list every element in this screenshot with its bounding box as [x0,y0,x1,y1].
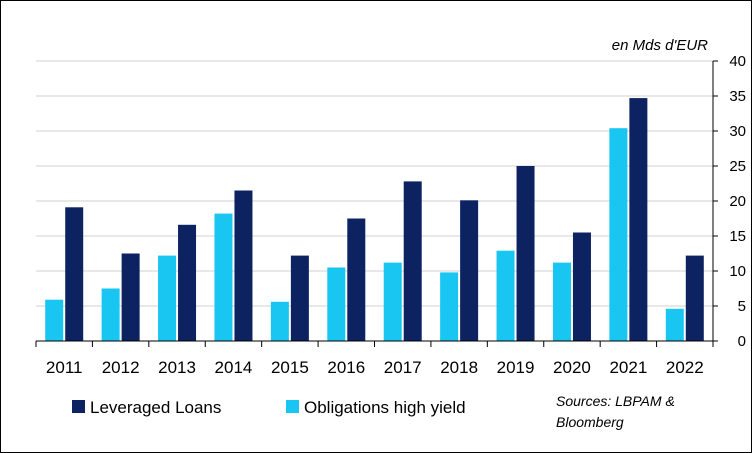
bar-high-yield [158,255,177,341]
x-tick-label: 2015 [271,358,309,377]
bar-high-yield [327,267,346,341]
y-tick-label: 35 [729,88,746,105]
y-tick-label: 10 [729,263,746,280]
bar-high-yield [609,128,628,341]
x-tick-label: 2016 [327,358,365,377]
x-tick-label: 2022 [666,358,704,377]
bar-high-yield [101,288,120,341]
source-note: Sources: LBPAM & Bloomberg [556,393,675,430]
legend-swatch-leveraged-loans [72,400,85,413]
source-line-2: Bloomberg [556,414,624,430]
x-tick-label: 2013 [158,358,196,377]
bar-leveraged-loans [347,218,366,341]
x-tick-label: 2011 [46,358,83,377]
bar-leveraged-loans [460,200,479,341]
y-tick-label: 30 [729,123,746,140]
legend: Leveraged Loans Obligations high yield [72,398,466,417]
gridlines [36,60,713,307]
bar-high-yield [665,308,684,341]
x-tick-label: 2012 [102,358,140,377]
y-tick-label: 0 [738,333,746,350]
bar-leveraged-loans [178,224,197,341]
unit-label: en Mds d'EUR [612,37,708,54]
x-tick-label: 2014 [215,358,253,377]
bar-high-yield [552,262,571,341]
bar-leveraged-loans [234,190,253,341]
y-tick-label: 15 [729,228,746,245]
y-tick-label: 20 [729,193,746,210]
bar-leveraged-loans [290,255,309,341]
bar-leveraged-loans [685,255,704,341]
bar-leveraged-loans [121,253,140,341]
bar-leveraged-loans [516,166,535,341]
bar-leveraged-loans [629,98,648,341]
y-tick-label: 25 [729,158,746,175]
bar-high-yield [214,213,233,341]
legend-label-leveraged-loans: Leveraged Loans [90,398,221,417]
legend-label-high-yield: Obligations high yield [304,398,466,417]
bars [45,98,704,341]
y-tick-label: 40 [729,53,746,70]
bar-high-yield [270,301,289,341]
x-tick-label: 2017 [384,358,422,377]
source-line-1: Sources: LBPAM & [556,393,675,409]
bar-leveraged-loans [572,232,591,341]
x-tick-label: 2020 [553,358,591,377]
x-tick-label: 2018 [440,358,478,377]
bar-high-yield [440,272,459,341]
x-tick-label: 2021 [609,358,647,377]
bar-high-yield [496,250,515,341]
bar-leveraged-loans [403,181,422,341]
x-tick-label: 2019 [497,358,535,377]
bar-leveraged-loans [65,207,84,341]
bar-high-yield [383,262,402,341]
y-tick-label: 5 [738,298,746,315]
axes: 0 5 10 15 20 25 30 35 40 2011 2012 2013 2014 2015 2016… [35,53,746,377]
legend-swatch-high-yield [286,400,299,413]
bar-high-yield [45,299,64,341]
